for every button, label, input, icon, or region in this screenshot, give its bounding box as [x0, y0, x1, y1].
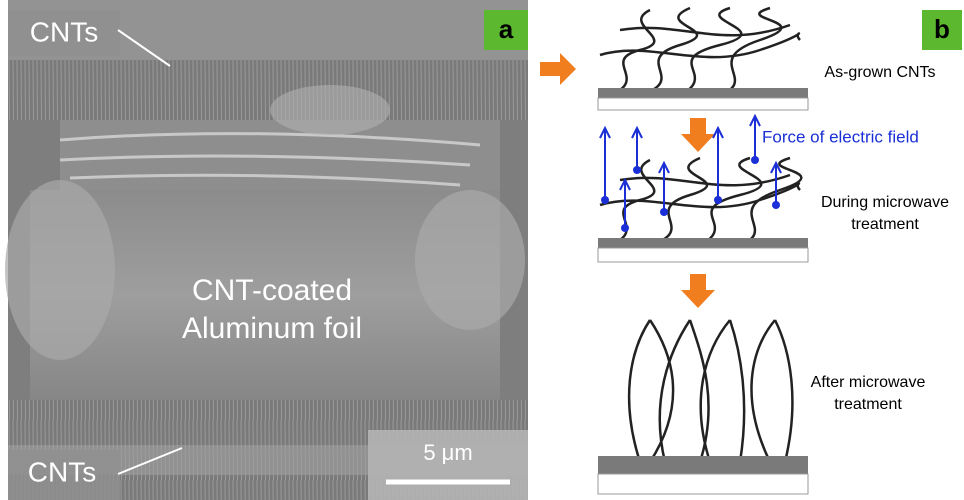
panel-label: a — [499, 14, 514, 44]
annotation: Force of electric field — [762, 127, 919, 146]
step-label: After microwave — [811, 374, 926, 391]
center-label: Aluminum foil — [182, 312, 362, 345]
scale-bar-label: 5 μm — [423, 440, 472, 465]
bottom-label: CNTs — [28, 456, 96, 487]
panel-label: b — [934, 14, 950, 44]
figure: CNTs CNTs CNT-coated Aluminum foil a 5 μ… — [0, 0, 964, 500]
step-label: As-grown CNTs — [824, 64, 935, 81]
step-label: During microwave — [821, 194, 949, 211]
center-label: CNT-coated — [192, 274, 352, 307]
cnts — [600, 8, 801, 462]
step-label: treatment — [851, 216, 919, 233]
sem-image — [5, 0, 528, 500]
top-label: CNTs — [30, 16, 98, 47]
step-label: treatment — [834, 396, 902, 413]
